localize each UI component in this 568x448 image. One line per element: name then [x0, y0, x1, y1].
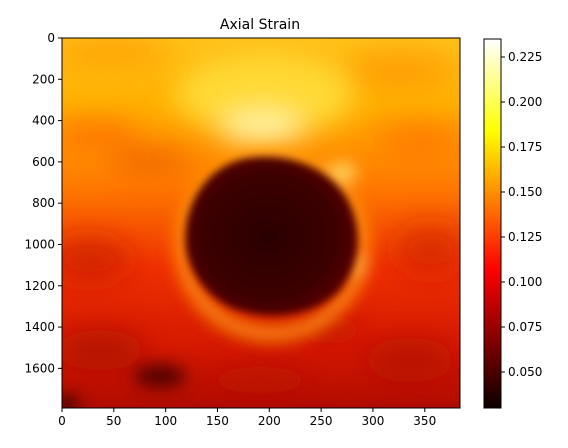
x-tick-label: 350 — [413, 414, 436, 428]
colorbar-axis: 0.050 0.075 0.100 0.125 0.150 0.175 0.200 0.225 — [501, 50, 542, 379]
y-axis: 0 200 400 600 800 1000 1200 1400 1600 — [24, 31, 62, 375]
dark-patch-lower-left — [62, 364, 186, 408]
colorbar-tick-label: 0.225 — [508, 50, 542, 64]
bright-band-above-inclusion — [175, 55, 355, 144]
heatmap-texture — [62, 38, 460, 394]
y-tick-label: 0 — [47, 31, 55, 45]
y-tick-label: 600 — [32, 155, 55, 169]
x-tick-label: 150 — [206, 414, 229, 428]
x-tick-label: 50 — [106, 414, 121, 428]
x-tick-label: 200 — [258, 414, 281, 428]
plot-frame — [61, 37, 461, 409]
x-tick-label: 100 — [154, 414, 177, 428]
colorbar-tick-label: 0.175 — [508, 140, 542, 154]
colorbar-tick-label: 0.050 — [508, 365, 542, 379]
y-tick-label: 1400 — [24, 320, 55, 334]
colorbar-tick-label: 0.150 — [508, 185, 542, 199]
x-tick-label: 300 — [361, 414, 384, 428]
y-tick-label: 1000 — [24, 237, 55, 251]
x-tick-label: 250 — [310, 414, 333, 428]
x-axis: 0 50 100 150 200 250 300 350 — [58, 408, 436, 428]
y-tick-label: 1600 — [24, 361, 55, 375]
y-tick-label: 1200 — [24, 279, 55, 293]
y-tick-label: 200 — [32, 72, 55, 86]
y-tick-label: 400 — [32, 114, 55, 128]
colorbar-tick-label: 0.075 — [508, 320, 542, 334]
colorbar — [483, 38, 502, 409]
y-tick-label: 800 — [32, 196, 55, 210]
chart-title: Axial Strain — [220, 17, 300, 33]
colorbar-tick-label: 0.100 — [508, 275, 542, 289]
heatmap-image — [62, 38, 460, 408]
x-tick-label: 0 — [58, 414, 66, 428]
colorbar-tick-label: 0.125 — [508, 230, 542, 244]
stiff-inclusion — [185, 156, 358, 316]
colorbar-tick-label: 0.200 — [508, 95, 542, 109]
